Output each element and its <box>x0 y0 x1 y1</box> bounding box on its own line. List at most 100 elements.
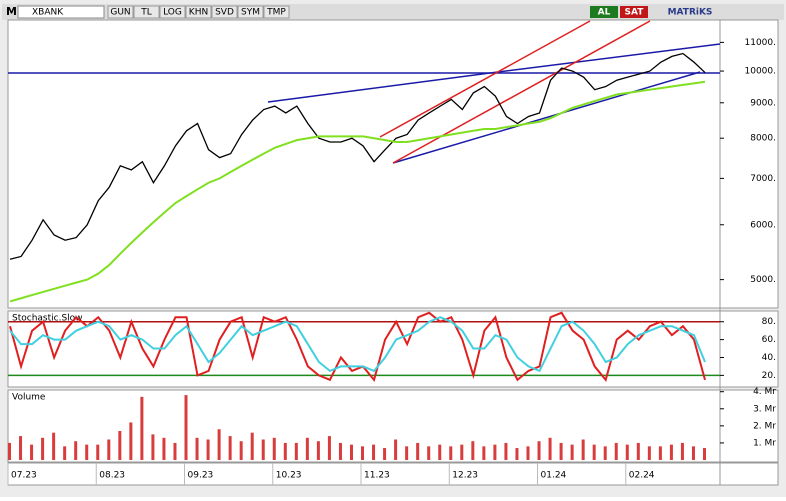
volume-bar <box>140 396 144 460</box>
y-tick-label: 3. Mr <box>753 404 776 414</box>
y-tick-label: 11000. <box>745 38 777 48</box>
toolbar-button-label: SYM <box>241 8 260 18</box>
y-tick-label: 80. <box>762 317 776 327</box>
channel-line <box>379 20 591 138</box>
volume-bar <box>592 444 596 460</box>
volume-bar <box>8 442 11 460</box>
y-tick-label: 10000. <box>745 67 777 77</box>
x-tick-label: 07.23 <box>11 471 37 481</box>
channel-line <box>392 20 651 164</box>
trend-lines <box>8 20 721 164</box>
volume-bar <box>206 439 210 460</box>
volume-bar <box>162 437 166 460</box>
y-tick-label: 1. Mr <box>753 438 776 448</box>
panel-title: Stochastic.Slow <box>12 314 83 324</box>
volume-bar <box>107 439 111 460</box>
volume-bar <box>151 434 155 460</box>
volume-bar <box>41 437 45 460</box>
y-tick-label: 4. Mr <box>753 387 776 397</box>
volume-bar <box>63 446 67 460</box>
volume-bar <box>460 444 464 460</box>
volume-bar <box>691 446 695 460</box>
volume-bar <box>283 442 287 460</box>
volume-bar <box>372 444 376 460</box>
sell-button[interactable] <box>620 6 648 18</box>
volume-bar <box>493 444 497 460</box>
y-tick-label: 8000. <box>750 134 776 144</box>
y-tick-label: 40. <box>762 353 776 363</box>
y-tick-label: 6000. <box>750 220 776 230</box>
volume-bar <box>636 442 640 460</box>
panel-title: Volume <box>12 393 46 403</box>
buy-label: AL <box>598 8 611 18</box>
symbol: XBANK <box>32 8 64 18</box>
toolbar-button-label: GUN <box>110 8 130 18</box>
volume-bar <box>680 442 684 460</box>
x-tick-label: 01.24 <box>541 471 567 481</box>
toolbar-button-label: TL <box>140 8 152 18</box>
volume-bar <box>85 444 89 460</box>
volume-bar <box>405 446 409 460</box>
volume-bar <box>30 444 34 460</box>
toolbar-button[interactable] <box>237 5 264 19</box>
toolbar-button[interactable] <box>159 5 186 19</box>
volume-bar <box>394 439 398 460</box>
volume-bar <box>537 441 541 460</box>
volume-bar <box>327 436 331 460</box>
symbol-box[interactable] <box>17 5 105 19</box>
x-tick-label: 10.23 <box>276 471 302 481</box>
trend-line <box>267 72 491 103</box>
volume-bar <box>703 448 706 460</box>
y-tick-label: 9000. <box>750 98 776 108</box>
price-panel <box>7 19 779 309</box>
volume-bar <box>305 437 309 460</box>
volume-bar <box>349 444 353 460</box>
volume-bar <box>482 446 486 460</box>
volume-bar <box>250 432 254 460</box>
buy-button[interactable] <box>590 6 618 18</box>
volume-panel <box>7 389 779 463</box>
volume-bar <box>526 446 530 460</box>
volume-bar <box>239 441 243 460</box>
volume-bar <box>548 437 552 460</box>
volume-bar <box>184 395 188 460</box>
volume-bar <box>416 442 420 460</box>
toolbar-button-label: TMP <box>266 8 286 18</box>
volume-bar <box>96 444 100 460</box>
volume-bar <box>581 439 585 460</box>
trend-line <box>489 43 721 74</box>
y-tick-label: 20. <box>762 371 776 381</box>
y-tick-label: 60. <box>762 335 776 345</box>
series-line <box>9 311 706 382</box>
volume-bar <box>261 439 265 460</box>
volume-bar <box>52 432 56 460</box>
brand: MATRiKS <box>668 8 713 18</box>
y-tick-label: 7000. <box>750 174 776 184</box>
x-tick-label: 02.24 <box>629 471 655 481</box>
volume-bar <box>217 429 221 460</box>
volume-bar <box>504 442 508 460</box>
volume-bar <box>316 441 320 460</box>
series-line <box>9 52 706 260</box>
volume-bar <box>570 444 574 460</box>
volume-bar <box>614 442 618 460</box>
symbol-prefix: M <box>6 5 17 18</box>
volume-bar <box>272 437 276 460</box>
toolbar-button[interactable] <box>185 5 212 19</box>
toolbar-button[interactable] <box>263 5 290 19</box>
volume-bar <box>173 442 177 460</box>
volume-bar <box>559 442 563 460</box>
toolbar-button[interactable] <box>133 5 160 19</box>
x-tick-label: 08.23 <box>99 471 125 481</box>
volume-bar <box>19 436 23 460</box>
x-tick-label: 12.23 <box>452 471 478 481</box>
toolbar-button[interactable] <box>107 5 134 19</box>
sell-label: SAT <box>625 8 645 18</box>
volume-bar <box>647 446 651 460</box>
volume-bar <box>74 441 78 460</box>
y-tick-label: 5000. <box>750 275 776 285</box>
toolbar-button-label: KHN <box>189 8 208 18</box>
volume-bar <box>338 442 342 460</box>
toolbar-button[interactable] <box>211 5 238 19</box>
